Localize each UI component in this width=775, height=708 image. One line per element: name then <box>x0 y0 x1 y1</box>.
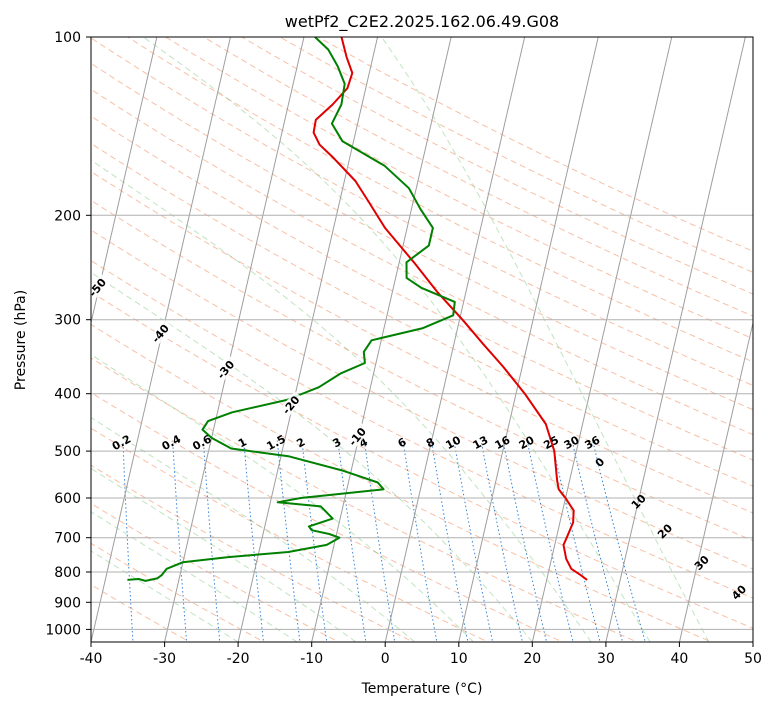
y-axis-ticks: 100 200 300 400 500 600 700 800 900 1000 <box>45 30 91 638</box>
dry-adiabat-line <box>164 37 753 340</box>
x-tick-label: 0 <box>381 651 390 667</box>
dry-adiabat-line <box>279 37 753 273</box>
mixing-ratio-line <box>301 440 328 642</box>
dry-adiabat-line <box>91 142 753 487</box>
x-tick-label: 10 <box>450 651 468 667</box>
isotherm-line <box>605 37 746 642</box>
mixing-ratio-line <box>402 440 438 642</box>
dry-adiabat-line <box>91 88 753 436</box>
y-axis-label: Pressure (hPa) <box>13 290 29 390</box>
moist-adiabat-line <box>91 159 592 642</box>
mixing-ratio-label: 13 <box>471 433 491 452</box>
isotherm-line <box>458 37 599 642</box>
y-tick-label: 900 <box>54 595 81 611</box>
mixing-ratio-line <box>480 440 524 642</box>
x-tick-label: 30 <box>597 651 615 667</box>
x-axis-ticks: -40 -30 -20 -10 0 10 20 30 40 50 <box>80 642 762 667</box>
mixing-ratio-label: 16 <box>493 433 513 452</box>
mixing-ratio-line <box>592 440 646 642</box>
dry-adiabat-line <box>317 37 753 252</box>
y-tick-label: 500 <box>54 444 81 460</box>
mixing-ratio-label: 25 <box>541 433 561 452</box>
mixing-ratio-line <box>122 440 134 642</box>
dewpoint-line <box>127 37 456 582</box>
dry-adiabat-line <box>126 37 753 363</box>
y-tick-label: 1000 <box>45 622 81 638</box>
sounding-series <box>127 37 588 582</box>
y-tick-label: 300 <box>54 313 81 329</box>
isotherm-line <box>384 37 526 642</box>
y-tick-label: 100 <box>54 30 81 46</box>
moist-adiabat-line <box>91 467 357 642</box>
isotherm-line <box>91 37 158 326</box>
mixing-ratio-line <box>453 440 494 642</box>
dry-adiabat-line <box>91 323 714 642</box>
mixing-ratio-label: 20 <box>517 433 537 452</box>
x-tick-label: -40 <box>80 651 103 667</box>
mixing-ratio-line <box>571 440 624 642</box>
x-tick-label: 20 <box>523 651 541 667</box>
x-tick-label: -30 <box>153 651 176 667</box>
mixing-ratio-line <box>526 440 574 642</box>
mixing-ratio-line <box>243 440 265 642</box>
dry-adiabat-line <box>91 357 639 642</box>
mixing-ratio-line <box>202 440 221 642</box>
y-tick-label: 400 <box>54 387 81 403</box>
mixing-ratio-label: 36 <box>583 433 603 452</box>
x-tick-label: 50 <box>744 651 762 667</box>
isotherm-line <box>531 37 673 642</box>
x-tick-label: 40 <box>670 651 688 667</box>
dry-adiabat-line <box>91 37 753 387</box>
moist-adiabat-line <box>91 550 239 642</box>
mixing-ratio-line <box>502 440 548 642</box>
dry-adiabat-line <box>91 62 753 411</box>
x-tick-label: -10 <box>300 651 323 667</box>
dry-adiabat-line <box>91 229 753 570</box>
x-tick-label: -20 <box>227 651 250 667</box>
y-tick-label: 200 <box>54 208 81 224</box>
temperature-line <box>312 37 588 581</box>
y-tick-label: 600 <box>54 491 81 507</box>
isotherm-line <box>678 320 753 642</box>
moist-adiabat-line <box>381 37 710 642</box>
moist-adiabat-line <box>91 353 474 642</box>
mixing-ratio-label: 10 <box>443 433 463 452</box>
x-axis-label: Temperature (°C) <box>361 681 483 697</box>
mixing-ratio-line <box>172 440 188 642</box>
isotherm-label-bg <box>147 319 174 348</box>
dry-adiabat-line <box>91 199 753 542</box>
dry-adiabat-line <box>202 37 753 317</box>
isotherm-label-bg <box>91 273 111 302</box>
dry-adiabat-line <box>240 37 753 295</box>
plot-frame <box>90 36 754 643</box>
isotherm-line <box>237 37 379 642</box>
mixing-ratio-line <box>337 440 367 642</box>
moist-adiabat-line <box>143 37 651 642</box>
y-tick-label: 800 <box>54 565 81 581</box>
dry-adiabat-line <box>91 260 753 599</box>
isotherm-label-bg <box>344 422 371 451</box>
dry-adiabat-line <box>91 115 753 461</box>
y-tick-label: 700 <box>54 531 81 547</box>
isotherm-label-bg <box>277 391 304 419</box>
dry-adiabat-line <box>91 170 753 514</box>
dry-adiabat-line <box>91 502 340 642</box>
dry-adiabat-line <box>91 464 415 642</box>
mixing-ratio-line <box>363 440 396 642</box>
grid-lines <box>91 37 753 642</box>
isotherm-line <box>164 37 305 642</box>
isotherm-label-bg <box>212 355 239 384</box>
moist-adiabat-line <box>91 416 415 642</box>
mixing-ratio-line <box>551 440 601 642</box>
plot-background <box>91 37 753 642</box>
mixing-ratio-line <box>276 440 301 642</box>
chart-title: wetPf2_C2E2.2025.162.06.49.G08 <box>285 12 559 32</box>
isotherm-line <box>311 37 452 642</box>
mixing-ratio-label: 30 <box>562 433 582 452</box>
